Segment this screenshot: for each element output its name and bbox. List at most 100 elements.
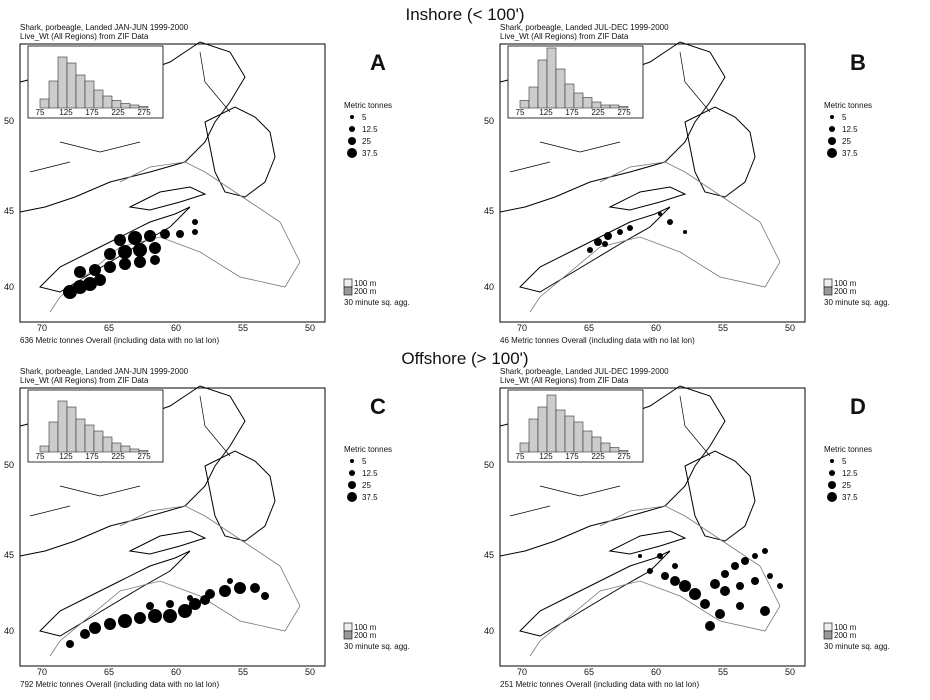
hist-tick-label: 225 <box>591 452 605 461</box>
section-title: Inshore (< 100') <box>405 5 524 24</box>
landing-dot <box>647 568 653 574</box>
landing-dot <box>710 579 720 589</box>
hist-tick-label: 275 <box>137 452 151 461</box>
legend-label: 25 <box>842 481 851 490</box>
hist-bar <box>546 47 557 109</box>
landing-dot <box>731 562 739 570</box>
hist-bar <box>618 450 629 453</box>
landing-dot <box>114 234 126 246</box>
x-tick-label: 50 <box>305 323 315 333</box>
landing-dot <box>205 589 215 599</box>
landing-dot <box>146 602 154 610</box>
legend-label: 12.5 <box>842 125 858 134</box>
legend-dot <box>830 115 834 119</box>
y-tick-label: 40 <box>4 282 14 292</box>
landing-dot <box>736 582 744 590</box>
x-tick-label: 55 <box>718 667 728 677</box>
panel-footer: 636 Metric tonnes Overall (including dat… <box>20 336 220 345</box>
depth-label: 100 m <box>834 623 857 632</box>
landing-dot <box>150 255 160 265</box>
x-tick-label: 50 <box>785 323 795 333</box>
hist-bar <box>591 436 602 453</box>
depth-label: 200 m <box>834 631 857 640</box>
legend-dot <box>349 126 355 132</box>
landing-dot <box>149 242 161 254</box>
hist-bar <box>519 442 530 453</box>
y-tick-label: 50 <box>4 116 14 126</box>
legend-dot <box>828 137 836 145</box>
landing-dot <box>760 606 770 616</box>
landing-dot <box>178 604 192 618</box>
legend-title: Metric tonnes <box>344 445 392 454</box>
hist-tick-label: 275 <box>137 108 151 117</box>
x-tick-label: 65 <box>104 667 114 677</box>
y-tick-label: 45 <box>484 550 494 560</box>
panel-footer: 792 Metric tonnes Overall (including dat… <box>20 680 220 689</box>
hist-bar <box>537 59 548 109</box>
aggregation-note: 30 minute sq. agg. <box>344 298 410 307</box>
y-tick-label: 45 <box>4 206 14 216</box>
hist-bar <box>84 424 95 453</box>
hist-bar <box>84 80 95 109</box>
y-tick-label: 40 <box>4 626 14 636</box>
landing-dot <box>104 248 116 260</box>
landing-dot <box>720 586 730 596</box>
landing-dot <box>133 243 147 257</box>
landing-dot <box>119 258 131 270</box>
hist-bar <box>609 447 620 453</box>
hist-bar <box>93 430 104 453</box>
aggregation-note: 30 minute sq. agg. <box>824 298 890 307</box>
legend-dot <box>827 492 837 502</box>
hist-bar <box>48 421 59 453</box>
landing-dot <box>594 238 602 246</box>
section-title: Offshore (> 100') <box>401 349 528 368</box>
legend-dot <box>350 459 354 463</box>
hist-bar <box>573 92 584 109</box>
landing-dot <box>144 230 156 242</box>
legend-dot <box>348 137 356 145</box>
panel-subtitle: Live_Wt (All Regions) from ZIF Data <box>500 376 629 385</box>
hist-bar <box>48 80 59 109</box>
depth-swatch <box>343 278 353 288</box>
landing-dot <box>767 573 773 579</box>
hist-bar <box>537 406 548 453</box>
hist-bar <box>57 56 68 109</box>
landing-dot <box>176 230 184 238</box>
x-tick-label: 65 <box>584 323 594 333</box>
map-frame <box>19 43 326 323</box>
depth-swatch <box>823 278 833 288</box>
depth-label: 200 m <box>354 631 377 640</box>
landing-dot <box>104 618 116 630</box>
panel-footer: 251 Metric tonnes Overall (including dat… <box>500 680 700 689</box>
legend-label: 5 <box>362 457 367 466</box>
landing-dot <box>148 609 162 623</box>
hist-bar <box>555 68 566 109</box>
legend-label: 25 <box>362 137 371 146</box>
hist-tick-label: 225 <box>591 108 605 117</box>
depth-label: 200 m <box>354 287 377 296</box>
hist-bar <box>66 62 77 109</box>
landing-dot <box>715 609 725 619</box>
hist-tick-label: 75 <box>36 452 45 461</box>
landing-dot <box>104 261 116 273</box>
x-tick-label: 70 <box>517 323 527 333</box>
legend-dot <box>347 148 357 158</box>
landing-dot <box>736 602 744 610</box>
legend-label: 37.5 <box>842 149 858 158</box>
x-tick-label: 50 <box>305 667 315 677</box>
hist-bar <box>75 418 86 453</box>
hist-bar <box>519 100 530 109</box>
landing-dot <box>118 245 132 259</box>
hist-bar <box>102 95 113 109</box>
hist-bar <box>66 406 77 453</box>
x-tick-label: 55 <box>238 323 248 333</box>
depth-swatch <box>823 622 833 632</box>
hist-bar <box>582 97 593 109</box>
depth-swatch <box>823 630 833 640</box>
hist-tick-label: 125 <box>539 108 553 117</box>
landing-dot <box>627 225 633 231</box>
landing-dot <box>661 572 669 580</box>
hist-tick-label: 225 <box>111 452 125 461</box>
panel-letter: C <box>370 394 386 419</box>
landing-dot <box>66 640 74 648</box>
